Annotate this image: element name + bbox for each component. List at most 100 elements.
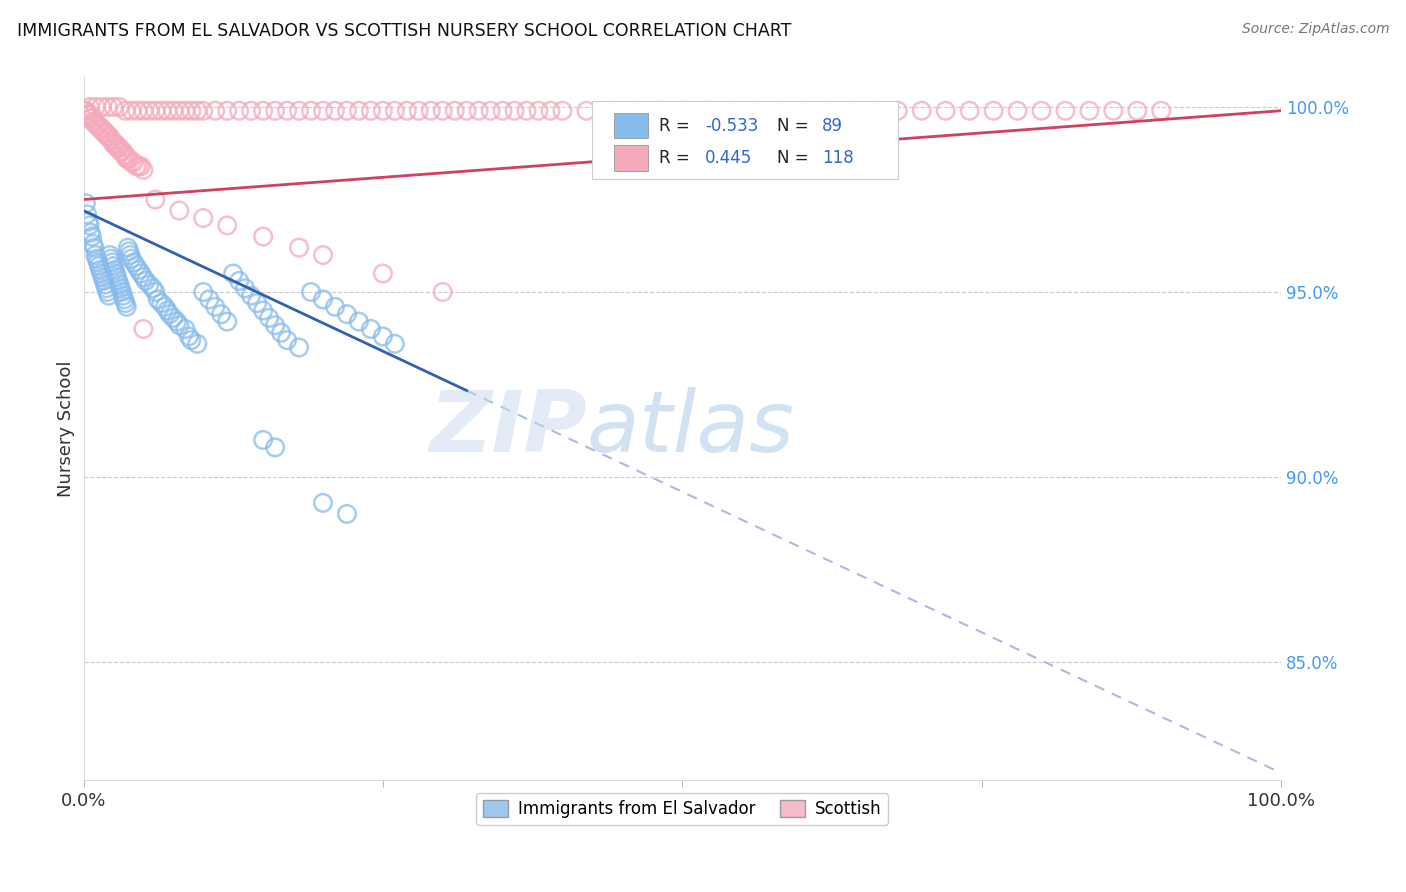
Point xyxy=(257,310,280,325)
Point xyxy=(671,103,693,118)
Point xyxy=(467,103,489,118)
Point xyxy=(1054,103,1077,118)
Point xyxy=(132,162,155,177)
Point xyxy=(142,281,165,295)
Point xyxy=(129,267,152,281)
Point xyxy=(252,103,274,118)
Point xyxy=(288,103,311,118)
Point xyxy=(371,267,394,281)
Point xyxy=(96,129,118,144)
Point xyxy=(233,281,256,295)
Point xyxy=(217,103,239,118)
Point xyxy=(143,285,166,299)
Point xyxy=(174,103,197,118)
Point xyxy=(125,259,148,273)
Point xyxy=(456,103,478,118)
Point xyxy=(98,248,121,262)
Point xyxy=(110,281,132,295)
Point xyxy=(117,152,139,166)
Point xyxy=(384,103,406,118)
Point xyxy=(103,100,125,114)
Point xyxy=(217,219,239,233)
Point xyxy=(503,103,526,118)
Point xyxy=(443,103,465,118)
Point xyxy=(312,248,335,262)
Point xyxy=(93,274,115,288)
Point xyxy=(647,103,669,118)
FancyBboxPatch shape xyxy=(592,101,898,179)
Point xyxy=(89,122,111,136)
Point xyxy=(347,315,370,329)
Point xyxy=(112,145,135,159)
Point xyxy=(599,103,621,118)
Point xyxy=(82,236,104,251)
Point xyxy=(111,285,134,299)
Point xyxy=(108,277,131,292)
Point xyxy=(93,126,115,140)
Point xyxy=(312,496,335,510)
Point xyxy=(276,333,298,347)
Point xyxy=(125,159,148,173)
Point xyxy=(169,318,191,333)
Point xyxy=(695,103,717,118)
Point xyxy=(76,107,98,121)
Point xyxy=(193,103,215,118)
Point xyxy=(94,277,117,292)
Point xyxy=(312,103,335,118)
Point xyxy=(73,103,96,118)
Point xyxy=(204,300,226,314)
Point xyxy=(408,103,430,118)
Text: R =: R = xyxy=(659,149,696,167)
Point xyxy=(299,103,322,118)
Point xyxy=(84,248,107,262)
Point xyxy=(114,148,136,162)
Point xyxy=(204,103,226,118)
Point xyxy=(174,322,197,336)
Point xyxy=(336,103,359,118)
Point xyxy=(96,281,118,295)
Point xyxy=(120,155,142,169)
Point xyxy=(911,103,934,118)
Point xyxy=(246,296,269,310)
Point xyxy=(790,103,813,118)
Text: -0.533: -0.533 xyxy=(704,117,758,135)
Point xyxy=(80,229,103,244)
Point xyxy=(742,103,765,118)
Point xyxy=(105,270,128,285)
Point xyxy=(103,136,125,151)
Point xyxy=(150,103,173,118)
Text: N =: N = xyxy=(778,117,814,135)
Point xyxy=(432,103,454,118)
Point xyxy=(516,103,538,118)
Point xyxy=(115,300,138,314)
Point xyxy=(83,115,105,129)
Point xyxy=(82,115,104,129)
Point xyxy=(766,103,789,118)
Point xyxy=(252,303,274,318)
Point xyxy=(323,300,346,314)
Text: ZIP: ZIP xyxy=(429,387,586,470)
Point xyxy=(193,211,215,225)
Point xyxy=(198,293,221,307)
Point xyxy=(252,433,274,447)
Point xyxy=(276,103,298,118)
Text: 118: 118 xyxy=(823,149,853,167)
Point xyxy=(104,136,127,151)
Point xyxy=(112,288,135,302)
Point xyxy=(862,103,884,118)
Point xyxy=(128,262,150,277)
Point xyxy=(384,336,406,351)
Point xyxy=(240,103,263,118)
Point xyxy=(162,310,184,325)
Point xyxy=(87,119,110,133)
Point xyxy=(360,103,382,118)
Point xyxy=(252,229,274,244)
Point xyxy=(114,296,136,310)
Point xyxy=(127,103,149,118)
Point xyxy=(575,103,598,118)
Point xyxy=(166,315,188,329)
Point xyxy=(159,307,181,321)
Point xyxy=(132,322,155,336)
Point xyxy=(146,293,169,307)
Point xyxy=(228,274,250,288)
